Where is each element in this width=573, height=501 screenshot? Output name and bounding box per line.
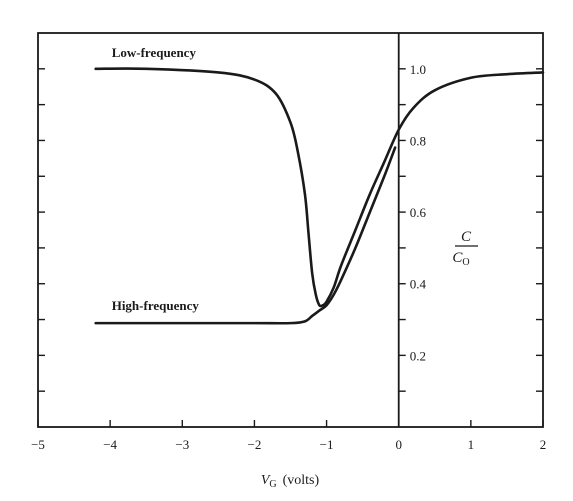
x-axis-title: VG (volts) bbox=[261, 473, 320, 490]
y-axis-title-numerator: C bbox=[461, 229, 472, 245]
high-frequency-curve bbox=[94, 146, 397, 325]
series-lines bbox=[94, 67, 545, 325]
x-tick-label: −1 bbox=[320, 437, 334, 452]
x-tick-label: −5 bbox=[31, 437, 45, 452]
high-frequency-label: High-frequency bbox=[112, 298, 200, 313]
low-frequency-curve bbox=[94, 67, 545, 308]
series-annotations: Low-frequency High-frequency bbox=[112, 45, 200, 313]
y-tick-label: 0.4 bbox=[410, 277, 427, 292]
y-axis-title: C CO bbox=[452, 229, 478, 268]
y-axis-title-denominator: CO bbox=[452, 250, 469, 268]
x-tick-label: 1 bbox=[468, 437, 475, 452]
x-tick-label: −3 bbox=[175, 437, 189, 452]
low-frequency-label: Low-frequency bbox=[112, 45, 197, 60]
plot-border bbox=[37, 32, 544, 428]
y-tick-label: 0.6 bbox=[410, 205, 427, 220]
x-tick-label: −4 bbox=[103, 437, 117, 452]
x-tick-label: −2 bbox=[248, 437, 262, 452]
y-tick-label: 0.2 bbox=[410, 348, 426, 363]
x-tick-label: 0 bbox=[395, 437, 402, 452]
x-tick-label: 2 bbox=[540, 437, 547, 452]
y-tick-label: 0.8 bbox=[410, 133, 426, 148]
tick-labels: −5 −4 −3 −2 −1 0 1 2 0.2 0.4 0.6 0.8 1.0 bbox=[31, 62, 546, 452]
tick-marks bbox=[37, 68, 544, 427]
plot-frame bbox=[37, 32, 544, 428]
y-tick-label: 1.0 bbox=[410, 62, 426, 77]
